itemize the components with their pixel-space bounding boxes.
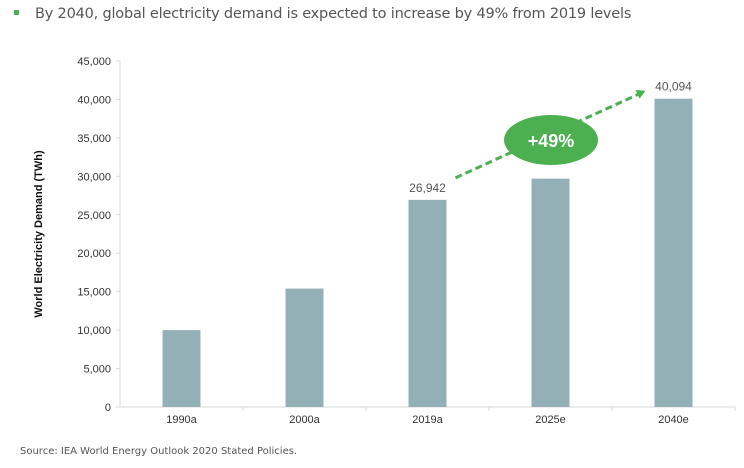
data-label-2040e: 40,094: [655, 80, 692, 94]
growth-badge: [504, 115, 598, 165]
y-tick-label: 35,000: [77, 133, 111, 145]
x-tick-label: 2019a: [412, 414, 443, 426]
source-note: Source: IEA World Energy Outlook 2020 St…: [20, 446, 298, 457]
x-tick-label: 2040e: [658, 414, 689, 426]
bar-2019a: [408, 199, 447, 407]
y-tick-label: 15,000: [77, 287, 111, 299]
y-tick-label: 40,000: [77, 94, 111, 106]
arrowhead-icon: [635, 90, 646, 99]
x-tick-label: 2000a: [289, 414, 320, 426]
y-tick-label: 10,000: [77, 325, 111, 337]
x-tick-label: 2025e: [535, 414, 566, 426]
bar-2025e: [531, 178, 570, 407]
bullet-icon: [14, 9, 19, 15]
y-tick-label: 30,000: [77, 171, 111, 183]
data-label-2019a: 26,942: [409, 181, 446, 195]
bar-2000a: [285, 288, 324, 407]
headline: By 2040, global electricity demand is ex…: [14, 6, 631, 22]
growth-badge-label: +49%: [528, 131, 575, 151]
y-tick-label: 45,000: [77, 56, 111, 68]
y-tick-label: 25,000: [77, 210, 111, 222]
headline-text: By 2040, global electricity demand is ex…: [35, 6, 632, 22]
y-tick-label: 0: [105, 402, 111, 414]
y-tick-label: 5,000: [83, 364, 111, 376]
y-tick-label: 20,000: [77, 248, 111, 260]
bar-2040e: [654, 98, 693, 408]
y-axis-label: World Electricity Demand (TWh): [33, 150, 45, 318]
bar-1990a: [162, 330, 201, 407]
x-tick-label: 1990a: [166, 414, 197, 426]
